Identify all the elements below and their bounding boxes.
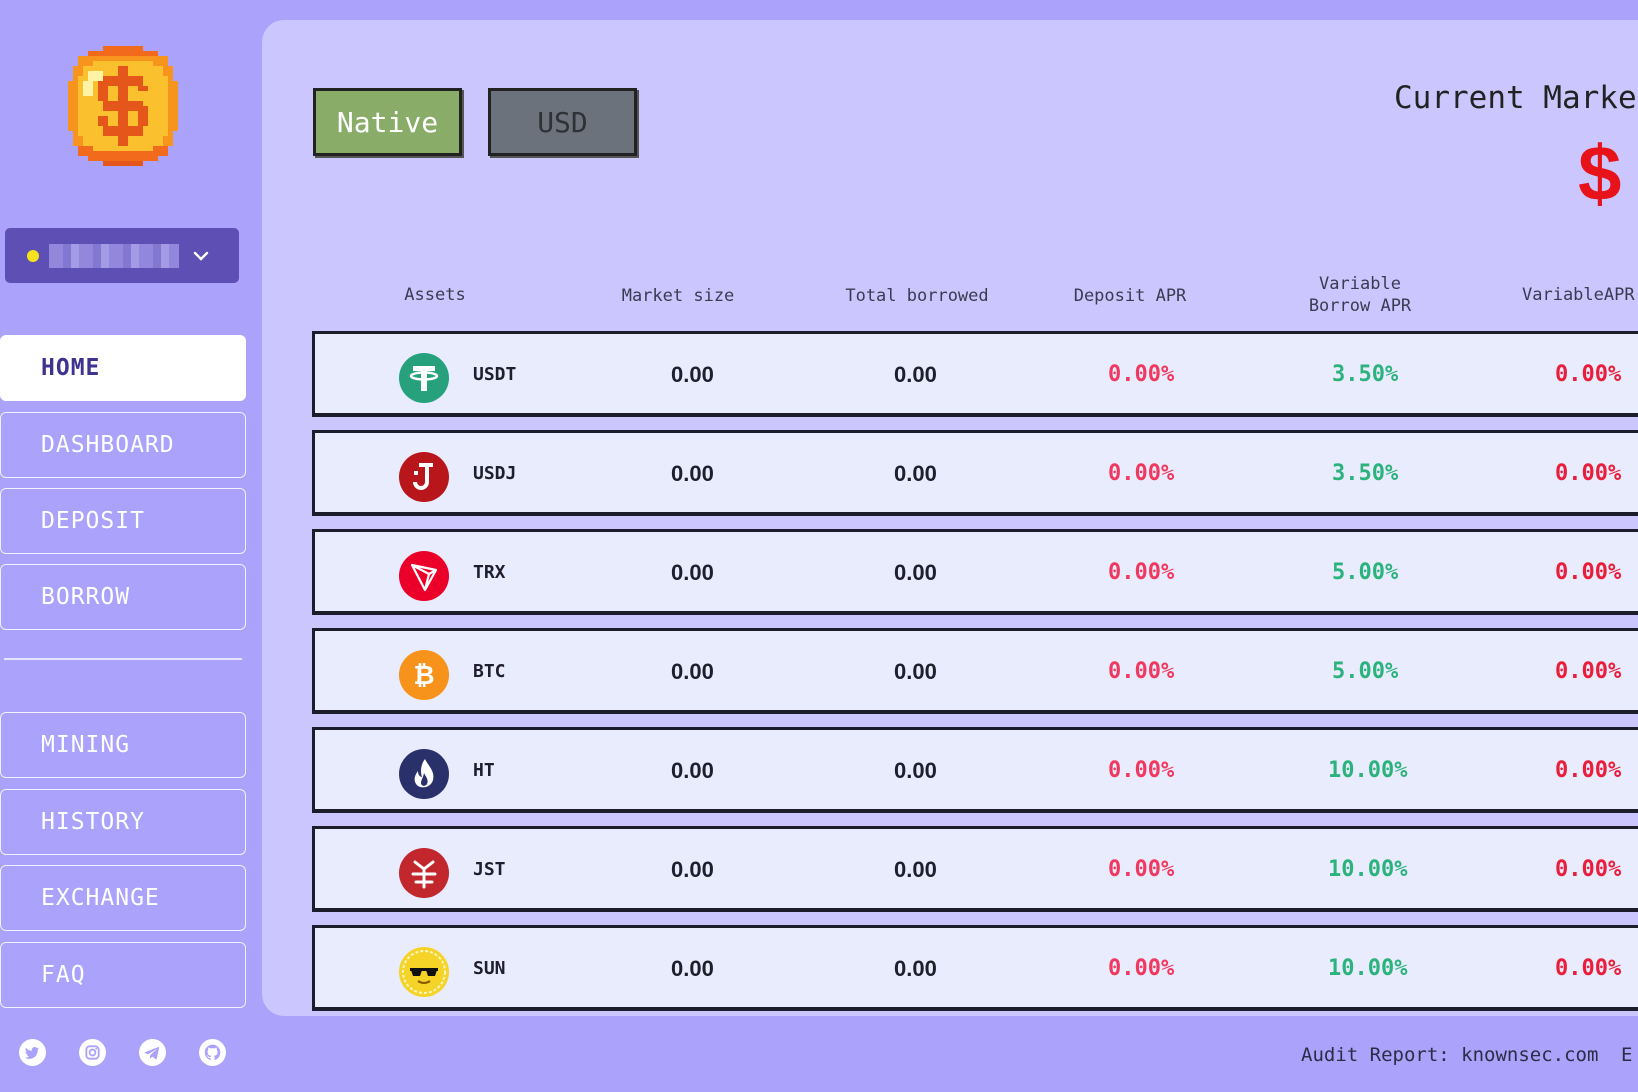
usdj-icon xyxy=(399,452,449,502)
total-borrowed-value: 0.00 xyxy=(894,461,937,486)
deposit-apr-value: 0.00% xyxy=(1108,461,1175,486)
social-links xyxy=(19,1039,226,1066)
asset-symbol: USDJ xyxy=(473,463,517,484)
borrow-apr-value: 10.00% xyxy=(1328,857,1408,882)
table-row[interactable]: USDJ 0.00 0.00 0.00% 3.50% 0.00% xyxy=(312,430,1638,516)
trx-icon xyxy=(399,551,449,601)
asset-symbol: TRX xyxy=(473,562,506,583)
market-size-value: 0.00 xyxy=(671,659,714,684)
wallet-status-dot xyxy=(27,249,39,262)
nav-faq-button[interactable]: FAQ xyxy=(0,942,246,1008)
asset-symbol: SUN xyxy=(473,958,506,979)
svg-text:₿: ₿ xyxy=(413,660,434,690)
deposit-apr-value: 0.00% xyxy=(1108,758,1175,783)
deposit-apr-value: 0.00% xyxy=(1108,362,1175,387)
jst-icon xyxy=(399,848,449,898)
ht-icon xyxy=(399,749,449,799)
table-row[interactable]: USDT 0.00 0.00 0.00% 3.50% 0.00% xyxy=(312,331,1638,417)
nav-mining-button[interactable]: MINING xyxy=(0,712,246,778)
nav-history-button[interactable]: HISTORY xyxy=(0,789,246,855)
wallet-selector[interactable] xyxy=(5,228,239,283)
deposit-apr-value: 0.00% xyxy=(1108,560,1175,585)
instagram-icon[interactable] xyxy=(79,1039,106,1066)
market-size-title: Current Market S xyxy=(1394,80,1638,116)
pixel-coin-logo[interactable] xyxy=(63,46,183,166)
variable-apr-value: 0.00% xyxy=(1555,362,1622,387)
borrow-apr-value: 5.00% xyxy=(1332,560,1399,585)
native-toggle-button[interactable]: Native xyxy=(313,88,462,156)
variable-apr-value: 0.00% xyxy=(1555,461,1622,486)
header-variable-apr: VariableAPR xyxy=(1522,285,1635,305)
github-icon[interactable] xyxy=(199,1039,226,1066)
btc-icon: ₿ xyxy=(399,650,449,700)
borrow-apr-value: 3.50% xyxy=(1332,461,1399,486)
sun-icon xyxy=(399,947,449,997)
nav-home-button[interactable]: HOME xyxy=(0,335,246,401)
footer-link-truncated[interactable]: E xyxy=(1621,1044,1633,1066)
variable-apr-value: 0.00% xyxy=(1555,758,1622,783)
usdt-icon xyxy=(399,353,449,403)
variable-apr-value: 0.00% xyxy=(1555,857,1622,882)
header-variable-borrow-apr-line2: Borrow APR xyxy=(1308,296,1412,316)
header-variable-borrow-apr-line1: Variable xyxy=(1319,274,1401,294)
table-row[interactable]: TRX 0.00 0.00 0.00% 5.00% 0.00% xyxy=(312,529,1638,615)
audit-report-link[interactable]: Audit Report: knownsec.com xyxy=(1301,1044,1599,1066)
wallet-address-blurred xyxy=(49,243,179,268)
header-deposit-apr: Deposit APR xyxy=(1073,286,1187,306)
nav-borrow-button[interactable]: BORROW xyxy=(0,564,246,630)
nav-deposit-button[interactable]: DEPOSIT xyxy=(0,488,246,554)
borrow-apr-value: 3.50% xyxy=(1332,362,1399,387)
variable-apr-value: 0.00% xyxy=(1555,956,1622,981)
asset-symbol: HT xyxy=(473,760,495,781)
telegram-icon[interactable] xyxy=(139,1039,166,1066)
sidebar-divider xyxy=(4,658,242,660)
market-size-value: 0.00 xyxy=(671,461,714,486)
usd-toggle-button[interactable]: USD xyxy=(488,88,637,156)
market-size-value: 0.00 xyxy=(671,560,714,585)
header-total-borrowed: Total borrowed xyxy=(845,286,989,306)
total-borrowed-value: 0.00 xyxy=(894,659,937,684)
borrow-apr-value: 10.00% xyxy=(1328,956,1408,981)
total-borrowed-value: 0.00 xyxy=(894,362,937,387)
market-size-value: 0.00 xyxy=(671,956,714,981)
deposit-apr-value: 0.00% xyxy=(1108,857,1175,882)
market-size-value: 0.00 xyxy=(671,758,714,783)
variable-apr-value: 0.00% xyxy=(1555,659,1622,684)
market-size-currency: $ xyxy=(1578,129,1622,217)
table-row[interactable]: JST 0.00 0.00 0.00% 10.00% 0.00% xyxy=(312,826,1638,912)
sidebar: HOME DASHBOARD DEPOSIT BORROW MINING HIS… xyxy=(0,0,250,1092)
deposit-apr-value: 0.00% xyxy=(1108,956,1175,981)
variable-apr-value: 0.00% xyxy=(1555,560,1622,585)
table-row[interactable]: SUN 0.00 0.00 0.00% 10.00% 0.00% xyxy=(312,925,1638,1011)
table-row[interactable]: ₿ BTC 0.00 0.00 0.00% 5.00% 0.00% xyxy=(312,628,1638,714)
twitter-icon[interactable] xyxy=(19,1039,46,1066)
deposit-apr-value: 0.00% xyxy=(1108,659,1175,684)
borrow-apr-value: 10.00% xyxy=(1328,758,1408,783)
header-assets: Assets xyxy=(404,285,466,305)
total-borrowed-value: 0.00 xyxy=(894,560,937,585)
nav-exchange-button[interactable]: EXCHANGE xyxy=(0,865,246,931)
asset-symbol: USDT xyxy=(473,364,517,385)
market-size-value: 0.00 xyxy=(671,362,714,387)
table-row[interactable]: HT 0.00 0.00 0.00% 10.00% 0.00% xyxy=(312,727,1638,813)
total-borrowed-value: 0.00 xyxy=(894,857,937,882)
chevron-down-icon xyxy=(191,246,211,266)
asset-symbol: JST xyxy=(473,859,506,880)
total-borrowed-value: 0.00 xyxy=(894,758,937,783)
header-variable-borrow-apr: Variable Borrow APR xyxy=(1295,273,1425,317)
asset-symbol: BTC xyxy=(473,661,506,682)
nav-dashboard-button[interactable]: DASHBOARD xyxy=(0,412,246,478)
market-size-value: 0.00 xyxy=(671,857,714,882)
total-borrowed-value: 0.00 xyxy=(894,956,937,981)
borrow-apr-value: 5.00% xyxy=(1332,659,1399,684)
header-market-size: Market size xyxy=(621,286,735,306)
